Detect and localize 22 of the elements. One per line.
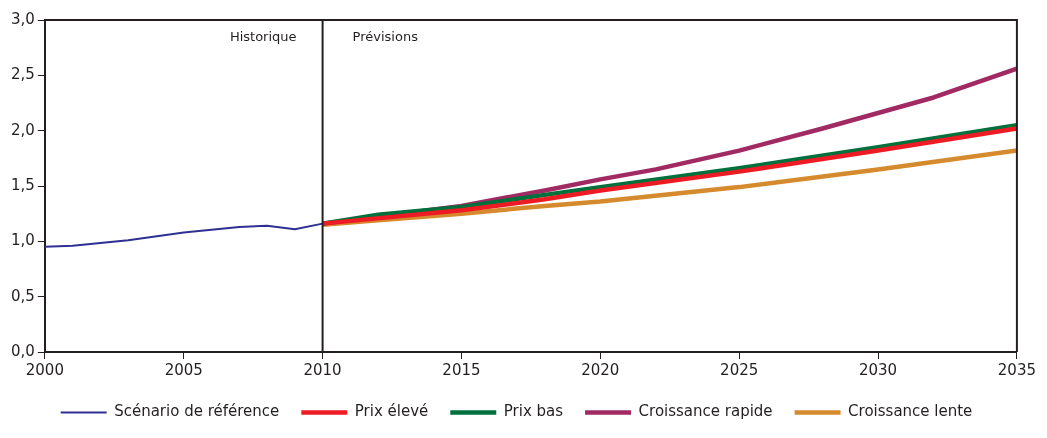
legend-label: Prix élevé — [354, 402, 429, 421]
legend-label: Prix bas — [503, 402, 564, 421]
annotation: Prévisions — [352, 29, 419, 45]
annotation: Historique — [229, 29, 297, 45]
y-tick-label: 0,0 — [11, 341, 35, 360]
y-tick-label: 2,5 — [11, 65, 35, 84]
y-tick-label: 3,0 — [11, 9, 35, 28]
x-tick-label: 2030 — [858, 360, 898, 379]
x-tick-label: 2010 — [303, 360, 342, 379]
legend-label: Scénario de référence — [114, 402, 280, 421]
y-tick-label: 0,5 — [11, 286, 35, 305]
x-tick-label: 2005 — [164, 360, 203, 379]
legend-label: Croissance rapide — [638, 402, 773, 421]
x-tick-label: 2035 — [997, 360, 1037, 379]
x-tick-label: 2000 — [25, 360, 64, 379]
y-tick-label: 1,5 — [11, 175, 35, 194]
x-tick-label: 2025 — [720, 360, 759, 379]
x-tick-label: 2015 — [442, 360, 481, 379]
y-tick-label: 1,0 — [11, 231, 35, 250]
legend-label: Croissance lente — [848, 402, 973, 421]
y-tick-label: 2,0 — [11, 120, 35, 139]
x-tick-label: 2020 — [581, 360, 620, 379]
